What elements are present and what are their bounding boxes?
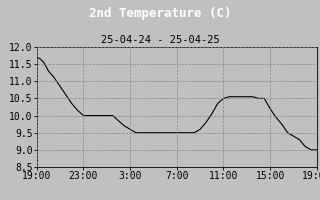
Text: 2nd Temperature (C): 2nd Temperature (C) (89, 6, 231, 20)
Text: 25-04-24 - 25-04-25: 25-04-24 - 25-04-25 (100, 35, 220, 45)
